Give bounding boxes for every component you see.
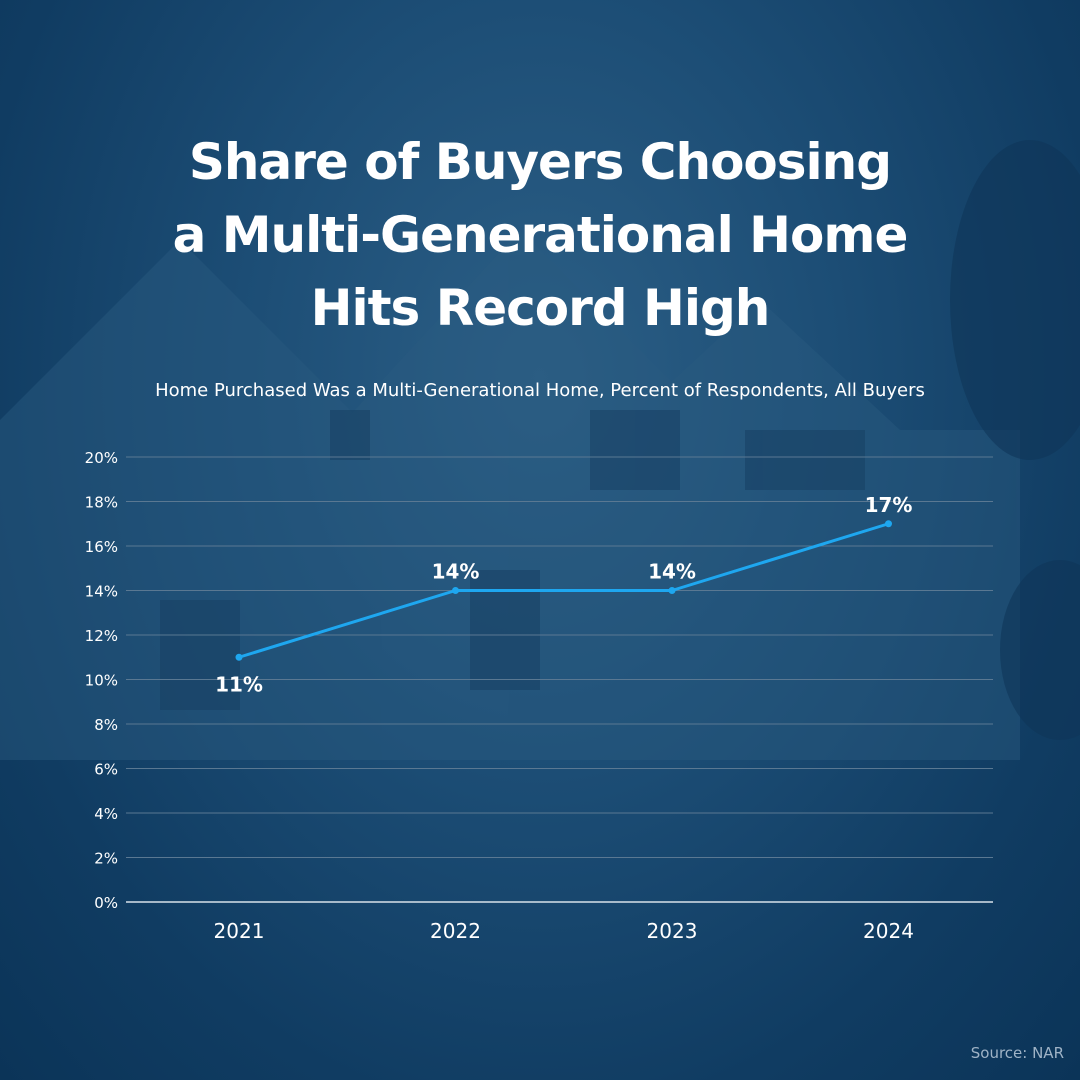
data-label: 14% bbox=[648, 560, 696, 584]
x-tick-label: 2024 bbox=[863, 919, 914, 943]
y-axis-ticks: 0% 2% 4% 6% 8% 10% 12% 14% 16% 18% 20% bbox=[85, 449, 118, 912]
data-point bbox=[668, 587, 676, 594]
y-tick-label: 14% bbox=[85, 583, 118, 601]
y-tick-label: 8% bbox=[94, 716, 118, 734]
data-label: 11% bbox=[215, 672, 263, 696]
series-line-path bbox=[238, 522, 889, 659]
page-title-line: Share of Buyers Choosing bbox=[188, 133, 892, 191]
y-tick-label: 2% bbox=[94, 850, 118, 868]
source-note: Source: NAR bbox=[970, 1044, 1064, 1062]
grid-lines bbox=[126, 456, 993, 903]
data-point bbox=[235, 653, 243, 661]
y-tick-label: 0% bbox=[94, 894, 118, 912]
data-label: 14% bbox=[432, 560, 480, 584]
x-tick-label: 2021 bbox=[214, 919, 265, 943]
data-points bbox=[235, 520, 892, 661]
page-title: Share of Buyers Choosing a Multi-Generati… bbox=[40, 126, 1040, 345]
x-tick-label: 2023 bbox=[647, 919, 698, 943]
data-labels: 11% 14% 14% 17% bbox=[215, 493, 912, 697]
page-title-line: a Multi-Generational Home bbox=[172, 206, 909, 264]
y-tick-label: 12% bbox=[85, 627, 118, 645]
y-tick-label: 6% bbox=[94, 761, 118, 779]
y-tick-label: 10% bbox=[85, 672, 118, 690]
x-axis-ticks: 2021 2022 2023 2024 bbox=[214, 919, 914, 943]
y-tick-label: 4% bbox=[94, 805, 118, 823]
y-tick-label: 18% bbox=[85, 494, 118, 512]
x-tick-label: 2022 bbox=[430, 919, 481, 943]
y-tick-label: 16% bbox=[85, 538, 118, 556]
page-title-line: Hits Record High bbox=[310, 279, 771, 337]
series-line bbox=[238, 522, 889, 659]
chart-subtitle: Home Purchased Was a Multi-Generational … bbox=[155, 380, 925, 401]
data-point bbox=[452, 587, 459, 594]
data-label: 17% bbox=[865, 493, 913, 517]
y-tick-label: 20% bbox=[85, 449, 118, 467]
data-point bbox=[885, 520, 892, 528]
